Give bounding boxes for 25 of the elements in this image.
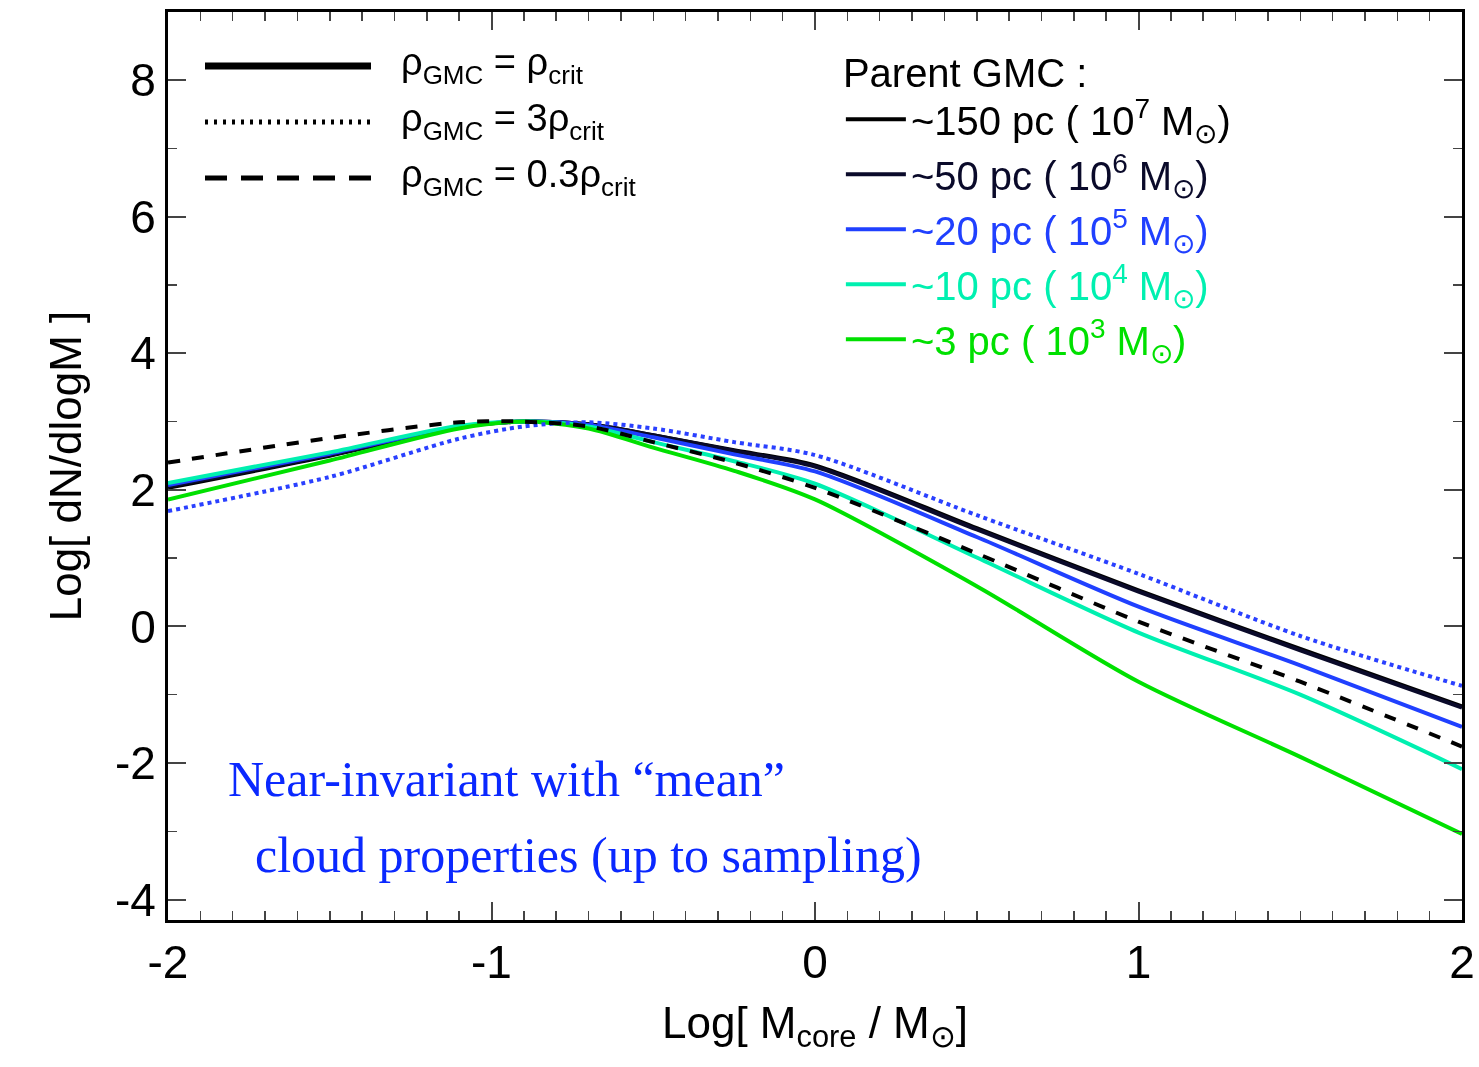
y-tick-label: 2	[130, 463, 156, 516]
y-axis-title: Log[ dN/dlogM ]	[40, 310, 90, 622]
x-tick-label: 1	[1125, 936, 1152, 989]
y-tick-label: 4	[130, 327, 156, 380]
legend-label: ~50 pc ( 10$^{6}$ M$_{⊙}$)	[910, 148, 1209, 205]
line-series	[168, 419, 1462, 836]
legend-label: ~3 pc ( 10$^{3}$ M$_{⊙}$)	[910, 313, 1187, 370]
x-tick-label: 0	[802, 936, 828, 989]
annotation: ρ$_{GMC}$ = 3ρ$_{crit}$	[401, 97, 605, 147]
y-tick-label: 0	[130, 600, 156, 653]
annotation: ρ$_{GMC}$ = ρ$_{crit}$	[401, 41, 583, 91]
y-tick-label: 6	[130, 190, 156, 243]
annotation: cloud properties (up to sampling)	[255, 827, 922, 883]
legend-label: ~20 pc ( 10$^{5}$ M$_{⊙}$)	[910, 203, 1209, 260]
y-tick-label: -4	[114, 873, 156, 926]
x-tick-label: 2	[1449, 936, 1475, 989]
y-tick-label: -2	[114, 737, 156, 790]
legend-label: ~150 pc ( 10$^{7}$ M$_{⊙}$)	[910, 93, 1231, 150]
annotation: Near-invariant with “mean”	[228, 751, 786, 807]
legend-label: ~10 pc ( 10$^{4}$ M$_{⊙}$)	[910, 258, 1209, 315]
x-axis-title: Log[ M$_{core}$ / M$_{⊙}$]	[662, 997, 968, 1054]
legend-title: Parent GMC :	[842, 50, 1088, 95]
x-tick-label: -1	[471, 936, 512, 989]
y-tick-label: 8	[130, 54, 156, 107]
annotation: ρ$_{GMC}$ = 0.3ρ$_{crit}$	[401, 153, 636, 203]
